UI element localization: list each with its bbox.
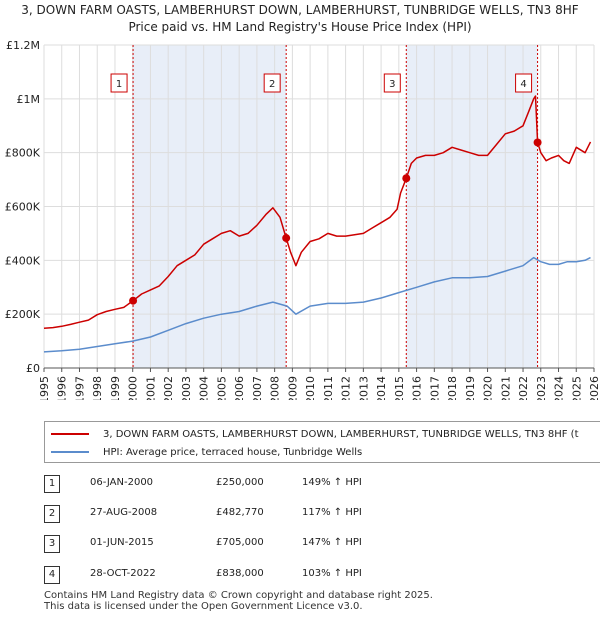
x-tick-label: 2019 bbox=[464, 376, 477, 400]
sale-marker-label: 3 bbox=[389, 79, 395, 90]
sale-date: 28-OCT-2022 bbox=[90, 568, 156, 579]
x-tick-label: 2006 bbox=[233, 376, 246, 400]
sale-number: 1 bbox=[44, 475, 60, 493]
x-tick-label: 2023 bbox=[535, 376, 548, 400]
x-tick-label: 2002 bbox=[162, 376, 175, 400]
x-tick-label: 2012 bbox=[340, 376, 353, 400]
x-tick-label: 2004 bbox=[198, 376, 211, 400]
sale-date: 27-AUG-2008 bbox=[90, 507, 158, 518]
footer-licence: This data is licensed under the Open Gov… bbox=[44, 601, 363, 612]
x-tick-label: 1995 bbox=[38, 376, 51, 400]
sale-row: 4 28-OCT-2022 £838,000 103% ↑ HPI bbox=[44, 565, 464, 585]
sale-hpi-change: 149% ↑ HPI bbox=[302, 477, 362, 488]
x-tick-label: 2010 bbox=[304, 376, 317, 400]
sale-point bbox=[282, 234, 291, 243]
x-tick-label: 2024 bbox=[553, 376, 566, 400]
sale-marker-label: 2 bbox=[269, 79, 275, 90]
x-tick-label: 2021 bbox=[499, 376, 512, 400]
sale-marker-label: 4 bbox=[520, 79, 526, 90]
y-tick-label: £800K bbox=[5, 147, 41, 160]
chart-subtitle: Price paid vs. HM Land Registry's House … bbox=[128, 20, 471, 34]
sale-point bbox=[402, 174, 411, 183]
hpi-line bbox=[43, 256, 591, 353]
property-price-line bbox=[43, 95, 592, 329]
sale-point bbox=[129, 296, 138, 305]
sale-number: 2 bbox=[44, 505, 60, 523]
x-tick-label: 1996 bbox=[56, 376, 69, 400]
x-tick-label: 2008 bbox=[269, 376, 282, 400]
sale-hpi-change: 147% ↑ HPI bbox=[302, 537, 362, 548]
x-tick-label: 1998 bbox=[91, 376, 104, 400]
sale-marker-label: 1 bbox=[116, 79, 122, 90]
x-tick-label: 2016 bbox=[411, 376, 424, 400]
sale-date: 06-JAN-2000 bbox=[90, 477, 154, 488]
sale-number: 3 bbox=[44, 535, 60, 553]
sale-row: 1 06-JAN-2000 £250,000 149% ↑ HPI bbox=[44, 474, 464, 494]
sale-point bbox=[533, 138, 542, 147]
x-tick-label: 2005 bbox=[215, 376, 228, 400]
x-tick-label: 2017 bbox=[428, 376, 441, 400]
sale-row: 2 27-AUG-2008 £482,770 117% ↑ HPI bbox=[44, 504, 464, 524]
x-tick-label: 2018 bbox=[446, 376, 459, 400]
chart-title: 3, DOWN FARM OASTS, LAMBERHURST DOWN, LA… bbox=[21, 3, 579, 17]
legend-item-property: 3, DOWN FARM OASTS, LAMBERHURST DOWN, LA… bbox=[51, 426, 579, 442]
sale-price: £250,000 bbox=[216, 477, 264, 488]
sale-marker-box bbox=[383, 73, 401, 93]
sale-price: £482,770 bbox=[216, 507, 264, 518]
legend-item-hpi: HPI: Average price, terraced house, Tunb… bbox=[51, 444, 362, 460]
legend-swatch-hpi bbox=[51, 451, 89, 453]
footer: Contains HM Land Registry data © Crown c… bbox=[44, 590, 433, 612]
y-tick-label: £1M bbox=[17, 93, 41, 106]
x-tick-label: 2003 bbox=[180, 376, 193, 400]
x-tick-label: 2026 bbox=[588, 376, 600, 400]
y-tick-label: £200K bbox=[5, 308, 41, 321]
sale-price: £838,000 bbox=[216, 568, 264, 579]
sale-row: 3 01-JUN-2015 £705,000 147% ↑ HPI bbox=[44, 534, 464, 554]
price-chart: £0 £200K £400K £600K £800K £1M £1.2M 1995 1996 19… bbox=[5, 3, 600, 400]
x-tick-label: 2013 bbox=[357, 376, 370, 400]
sale-marker-box bbox=[515, 73, 533, 93]
legend-label-property: 3, DOWN FARM OASTS, LAMBERHURST DOWN, LA… bbox=[103, 428, 579, 440]
x-tick-label: 1997 bbox=[73, 376, 86, 400]
y-tick-label: £400K bbox=[5, 254, 41, 267]
sale-price: £705,000 bbox=[216, 537, 264, 548]
x-tick-label: 2001 bbox=[144, 376, 157, 400]
x-tick-label: 2011 bbox=[322, 376, 335, 400]
footer-copyright: Contains HM Land Registry data © Crown c… bbox=[44, 590, 433, 601]
legend-label-hpi: HPI: Average price, terraced house, Tunb… bbox=[103, 446, 363, 458]
x-tick-label: 2015 bbox=[393, 376, 406, 400]
sale-hpi-change: 117% ↑ HPI bbox=[302, 507, 362, 518]
x-tick-label: 2014 bbox=[375, 376, 388, 400]
sale-marker-box bbox=[110, 73, 128, 93]
x-tick-label: 2020 bbox=[482, 376, 495, 400]
sale-hpi-change: 103% ↑ HPI bbox=[302, 568, 362, 579]
sale-number: 4 bbox=[44, 566, 60, 584]
y-tick-label: £1.2M bbox=[6, 39, 40, 52]
legend-swatch-property bbox=[51, 433, 89, 435]
x-tick-label: 1999 bbox=[109, 376, 122, 400]
sale-marker-box bbox=[263, 73, 281, 93]
sale-date: 01-JUN-2015 bbox=[90, 537, 154, 548]
y-tick-label: £0 bbox=[26, 362, 40, 375]
x-tick-label: 2009 bbox=[286, 376, 299, 400]
x-tick-label: 2000 bbox=[127, 376, 140, 400]
x-tick-label: 2025 bbox=[570, 376, 583, 400]
x-tick-label: 2022 bbox=[517, 376, 530, 400]
x-tick-label: 2007 bbox=[251, 376, 264, 400]
legend: 3, DOWN FARM OASTS, LAMBERHURST DOWN, LA… bbox=[44, 421, 600, 463]
y-tick-label: £600K bbox=[5, 201, 41, 214]
